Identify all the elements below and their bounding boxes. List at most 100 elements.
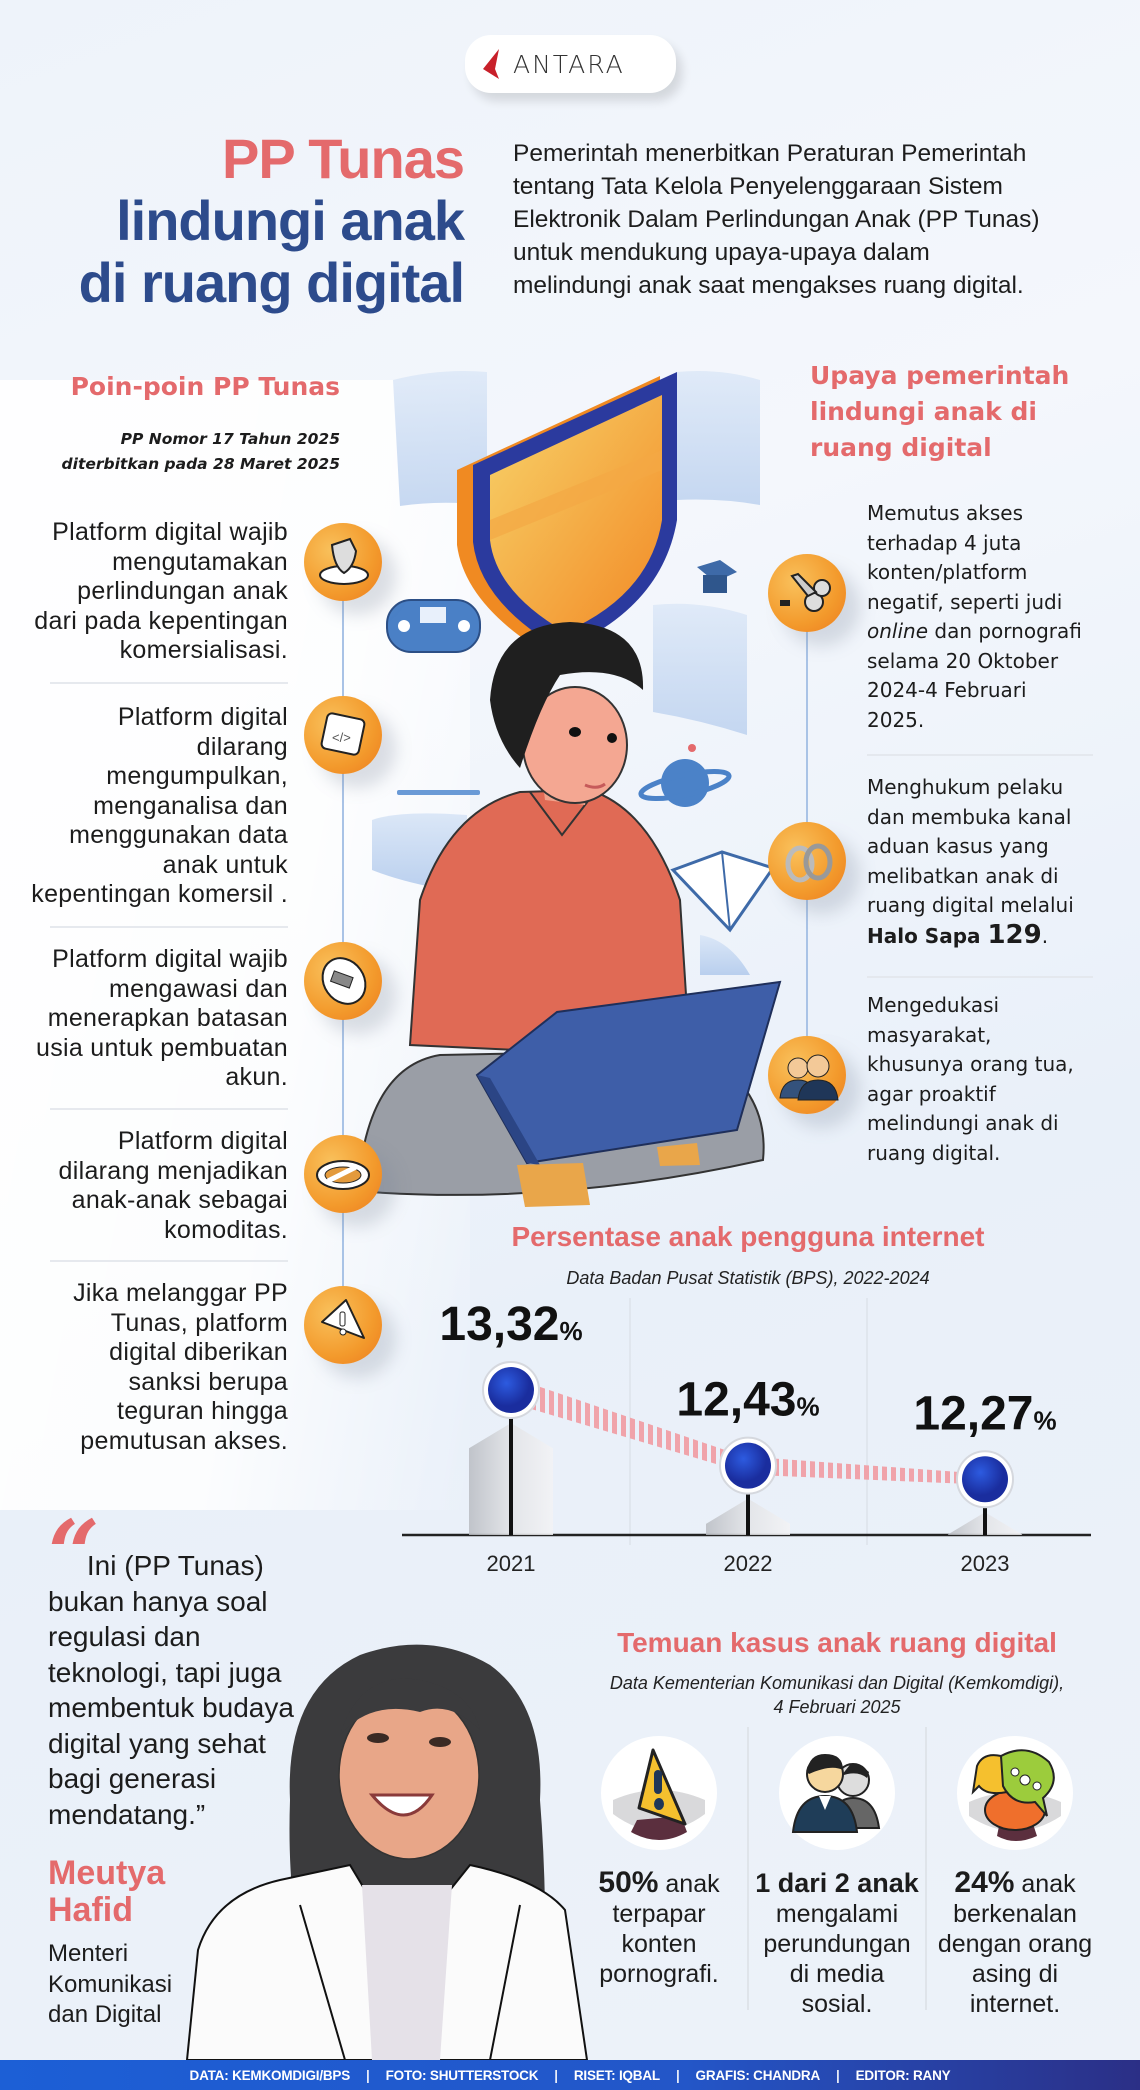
effort-item: Memutus akses terhadap 4 juta konten/pla… bbox=[867, 499, 1082, 735]
quote-author-role: Menteri Komunikasi dan Digital bbox=[48, 1940, 173, 2028]
finding-figure: 24% bbox=[954, 1866, 1015, 1899]
effort-text: Menghukum pelaku dan membuka kanal aduan… bbox=[867, 775, 1074, 917]
efforts-heading: Upaya pemerintah lindungi anak di ruang … bbox=[810, 361, 1070, 462]
warning-sign-icon bbox=[601, 1736, 717, 1850]
two-people-icon bbox=[779, 1736, 895, 1850]
laptop-icon bbox=[475, 980, 782, 1207]
page-title: PP Tunas lindungi anak di ruang digital bbox=[78, 127, 465, 314]
portrait-meutya-hafid bbox=[185, 1644, 589, 2061]
title-line-3: di ruang digital bbox=[78, 251, 465, 314]
data-point bbox=[488, 1367, 534, 1413]
data-label-value: 12,43 bbox=[676, 1374, 796, 1427]
point-item: Platform digital dilarang mengumpulkan, … bbox=[31, 703, 288, 908]
finding-text: terpapar konten pornografi. bbox=[599, 1900, 719, 1988]
planet-icon bbox=[638, 744, 732, 807]
graduation-cap-icon bbox=[697, 560, 737, 593]
background-highlight bbox=[0, 380, 470, 1510]
antara-logo: ANTARA bbox=[465, 35, 676, 93]
finding-figure: 50% bbox=[598, 1866, 659, 1899]
chart-subtitle: Data Badan Pusat Statistik (BPS), 2022-2… bbox=[566, 1268, 930, 1288]
restriction-disc-icon bbox=[304, 942, 382, 1020]
divider bbox=[867, 754, 1093, 756]
connector-band bbox=[511, 1377, 748, 1474]
quote-author-name: Meutya Hafid bbox=[48, 1854, 166, 1929]
finding-stat: 1 dari 2 anak mengalami perundungan di me… bbox=[748, 1868, 926, 2019]
data-label-unit: % bbox=[560, 1316, 583, 1346]
points-subtitle: PP Nomor 17 Tahun 2025 diterbitkan pada … bbox=[61, 430, 340, 473]
finding-text: berkenalan dengan orang asing di interne… bbox=[937, 1900, 1093, 2018]
effort-item: Menghukum pelaku dan membuka kanal aduan… bbox=[867, 773, 1074, 951]
separator: | bbox=[836, 2067, 840, 2083]
warning-triangle-icon bbox=[304, 1286, 382, 1364]
data-label: 13,32% bbox=[439, 1298, 582, 1351]
logo-text: ANTARA bbox=[513, 49, 625, 79]
chat-bubbles-icon bbox=[957, 1736, 1073, 1850]
credits-footer: DATA: KEMKOMDIGI/BPS | FOTO: SHUTTERSTOCK… bbox=[0, 2060, 1140, 2090]
effort-item: Mengedukasi masyarakat, khusunya orang t… bbox=[867, 993, 1074, 1165]
credit-photo: FOTO: SHUTTERSTOCK bbox=[385, 2067, 539, 2083]
finding-figure: 1 dari 2 anak bbox=[755, 1868, 919, 1898]
data-point bbox=[725, 1442, 771, 1489]
hotline-number: 129 bbox=[987, 919, 1042, 950]
code-window-icon: </> bbox=[304, 696, 382, 774]
point-item: Platform digital wajib mengawasi dan men… bbox=[35, 945, 288, 1091]
quote-text: Ini (PP Tunas) bukan hanya soal regulasi… bbox=[48, 1550, 294, 1830]
divider bbox=[50, 1260, 288, 1262]
point-item: Jika melanggar PP Tunas, platform digita… bbox=[73, 1279, 288, 1455]
floating-panel-top-right bbox=[677, 371, 760, 505]
point-item: Platform digital wajib mengutamakan perl… bbox=[34, 518, 288, 664]
shield-icon bbox=[457, 372, 677, 655]
scissors-icon bbox=[768, 554, 846, 632]
data-label-value: 12,27 bbox=[913, 1387, 1033, 1440]
findings-title: Temuan kasus anak ruang digital bbox=[617, 1627, 1057, 1658]
effort-text: Memutus akses terhadap 4 juta konten/pla… bbox=[867, 501, 1063, 614]
effort-text: dan pornografi selama 20 Oktober 2024-4 … bbox=[867, 619, 1082, 732]
findings-subtitle: Data Kementerian Komunikasi dan Digital … bbox=[609, 1673, 1065, 1717]
x-tick-label: 2021 bbox=[487, 1551, 536, 1576]
prohibited-sign-icon bbox=[304, 1135, 382, 1213]
credit-graphics: GRAFIS: CHANDRA bbox=[695, 2067, 821, 2083]
points-heading: Poin-poin PP Tunas bbox=[70, 372, 340, 401]
divider bbox=[50, 926, 288, 928]
divider bbox=[867, 976, 1093, 978]
x-tick-label: 2022 bbox=[724, 1551, 773, 1576]
finding-lead: anak bbox=[1014, 1870, 1076, 1898]
handcuffs-icon bbox=[768, 822, 846, 900]
intro-paragraph: Pemerintah menerbitkan Peraturan Pemerin… bbox=[513, 140, 1040, 299]
finding-stat: 50% anak terpapar konten pornografi. bbox=[570, 1868, 748, 1989]
credit-editor: EDITOR: RANY bbox=[855, 2067, 951, 2083]
separator: | bbox=[366, 2067, 370, 2083]
data-label: 12,27% bbox=[913, 1387, 1056, 1440]
point-item: Platform digital dilarang menjadikan ana… bbox=[58, 1127, 288, 1244]
finding-text: mengalami perundungan di media sosial. bbox=[763, 1900, 911, 2018]
hotline-name: Halo Sapa bbox=[867, 923, 988, 948]
data-label-unit: % bbox=[1034, 1405, 1057, 1435]
finding-stat: 24% anak berkenalan dengan orang asing di… bbox=[926, 1868, 1104, 2019]
x-tick-label: 2023 bbox=[961, 1551, 1010, 1576]
column-divider bbox=[925, 1727, 927, 2010]
divider bbox=[50, 1108, 288, 1110]
separator: | bbox=[675, 2067, 680, 2083]
antara-chevron-icon bbox=[483, 49, 499, 79]
credit-data: DATA: KEMKOMDIGI/BPS bbox=[189, 2067, 351, 2083]
effort-text-italic: online bbox=[867, 619, 929, 643]
chart-title: Persentase anak pengguna internet bbox=[511, 1221, 985, 1252]
data-point bbox=[962, 1456, 1008, 1503]
separator: | bbox=[554, 2067, 558, 2083]
game-controller-icon bbox=[386, 599, 481, 653]
divider bbox=[50, 682, 288, 684]
title-line-2: lindungi anak bbox=[116, 189, 465, 252]
title-line-1: PP Tunas bbox=[221, 127, 465, 190]
data-label-value: 13,32 bbox=[439, 1298, 559, 1351]
column-divider bbox=[747, 1727, 749, 2010]
floating-panel-right bbox=[653, 603, 747, 735]
svg-text:</>: </> bbox=[332, 730, 351, 745]
people-icon bbox=[768, 1036, 846, 1114]
connector-band bbox=[748, 1456, 985, 1485]
credit-research: RISET: IQBAL bbox=[573, 2067, 660, 2083]
data-label: 12,43% bbox=[676, 1374, 819, 1427]
finding-lead: anak bbox=[658, 1870, 720, 1898]
shield-on-plate-icon bbox=[304, 523, 382, 601]
